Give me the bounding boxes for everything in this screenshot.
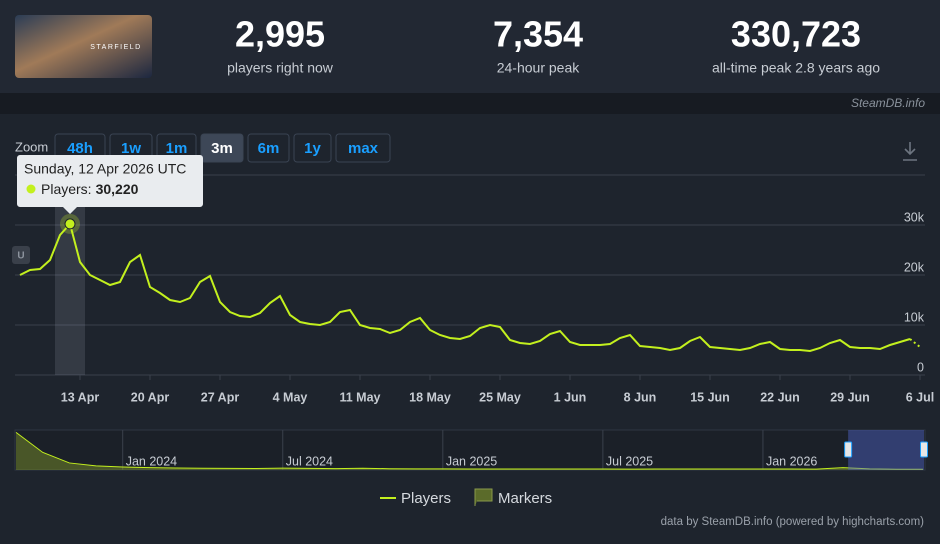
- x-tick-label: 20 Apr: [131, 390, 170, 404]
- navigator-label: Jan 2025: [446, 454, 497, 468]
- x-tick-label: 18 May: [409, 390, 451, 404]
- tooltip-value: 30,220: [96, 181, 139, 197]
- marker-label: U: [17, 251, 24, 262]
- navigator-label: Jan 2026: [766, 454, 817, 468]
- legend-swatch: [474, 488, 493, 506]
- y-tick-label: 30k: [904, 210, 925, 224]
- hover-point: [64, 218, 76, 230]
- y-tick-label: 10k: [904, 310, 925, 324]
- tooltip-swatch: [26, 184, 36, 194]
- zoom-button[interactable]: [200, 133, 244, 163]
- navigator-label: Jul 2024: [286, 454, 333, 468]
- series-line: [19, 221, 911, 353]
- stats-panel: [0, 0, 940, 93]
- tooltip-box: [17, 155, 203, 214]
- y-tick-label: 20k: [904, 260, 925, 274]
- zoom-button-label[interactable]: 6m: [258, 140, 280, 157]
- stat-value: 330,723: [731, 14, 861, 55]
- x-tick-label: 27 Apr: [201, 390, 240, 404]
- stat-label: 24-hour peak: [497, 60, 581, 76]
- navigator-label: Jan 2024: [126, 454, 177, 468]
- stat-label: players right now: [227, 60, 334, 76]
- legend-label[interactable]: Markers: [498, 490, 552, 507]
- navigator-line: [15, 431, 924, 470]
- zoom-button-label[interactable]: max: [348, 140, 379, 157]
- navigator-handle[interactable]: [920, 441, 928, 458]
- series-line-partial: [909, 338, 921, 348]
- x-tick-label: 6 Jul: [906, 390, 935, 404]
- navigator-label: Jul 2025: [606, 454, 653, 468]
- navigator-handle[interactable]: [844, 441, 853, 458]
- zoom-button[interactable]: [247, 133, 290, 163]
- credits[interactable]: data by SteamDB.info (powered by highcha…: [661, 516, 925, 528]
- x-tick-label: 15 Jun: [690, 390, 730, 404]
- legend-label[interactable]: Players: [401, 490, 451, 507]
- zoom-button-label[interactable]: 1y: [304, 140, 321, 157]
- zoom-button-label[interactable]: 1m: [166, 140, 188, 157]
- navigator-selection[interactable]: [848, 430, 924, 470]
- zoom-label: Zoom: [15, 139, 48, 154]
- stat-value: 7,354: [493, 14, 583, 55]
- y-tick-label: 0: [917, 360, 924, 374]
- x-tick-label: 1 Jun: [554, 390, 587, 404]
- stat-label: all-time peak 2.8 years ago: [712, 60, 880, 76]
- zoom-button-label[interactable]: 1w: [121, 140, 141, 157]
- tooltip-series: Players:: [41, 181, 92, 197]
- x-tick-label: 29 Jun: [830, 390, 870, 404]
- tooltip-title: Sunday, 12 Apr 2026 UTC: [24, 161, 186, 177]
- x-tick-label: 25 May: [479, 390, 521, 404]
- zoom-button-label[interactable]: 48h: [67, 140, 93, 157]
- game-image[interactable]: [15, 15, 152, 78]
- navigator-bg: [14, 429, 926, 471]
- tooltip-row: Players: 30,220: [41, 181, 139, 197]
- source[interactable]: SteamDB.info: [851, 96, 925, 110]
- stat-value: 2,995: [235, 14, 325, 55]
- x-tick-label: 11 May: [339, 390, 380, 404]
- x-tick-label: 13 Apr: [61, 390, 100, 404]
- x-tick-label: 8 Jun: [624, 390, 657, 404]
- zoom-button[interactable]: [335, 133, 391, 163]
- zoom-button[interactable]: [293, 133, 332, 163]
- x-tick-label: 4 May: [273, 390, 308, 404]
- download-icon[interactable]: [903, 142, 917, 161]
- game-logo: STARFIELD: [90, 44, 142, 51]
- x-tick-label: 22 Jun: [760, 390, 800, 404]
- zoom-button-label[interactable]: 3m: [211, 140, 233, 157]
- marker-flag[interactable]: [12, 246, 30, 264]
